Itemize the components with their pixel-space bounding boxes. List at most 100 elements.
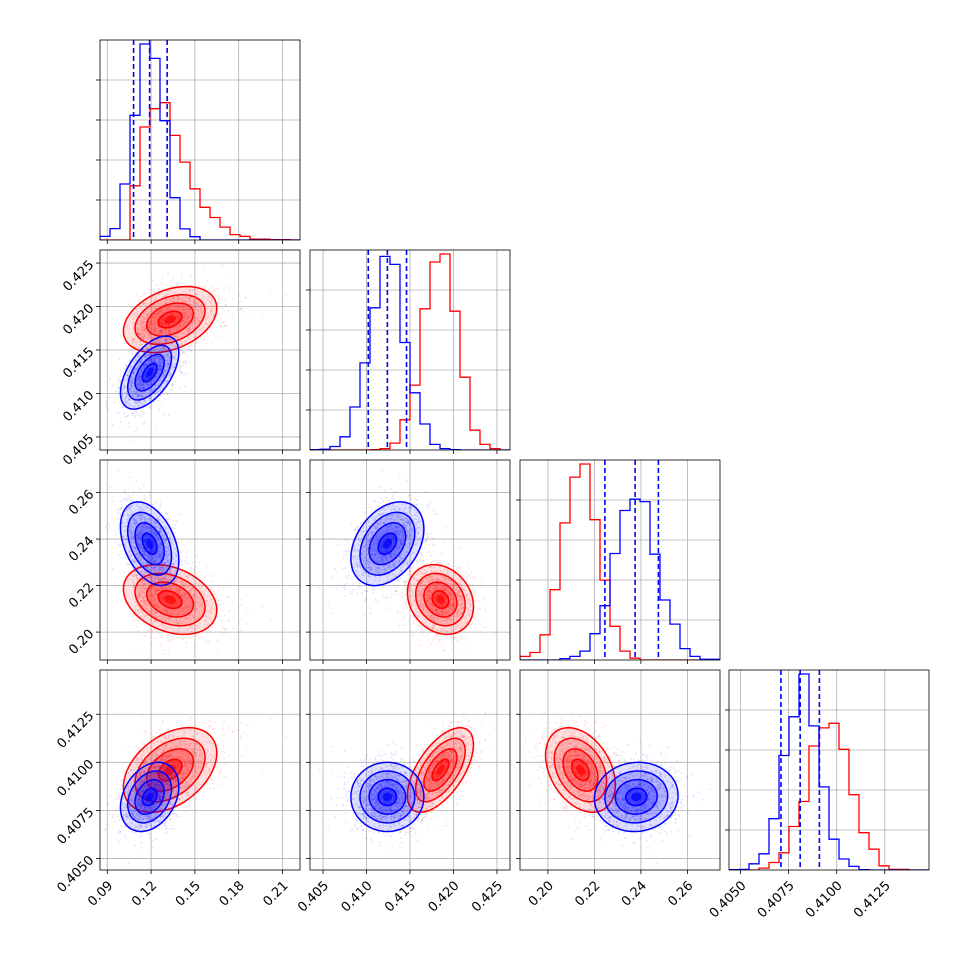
sample-point <box>196 571 199 573</box>
sample-point <box>237 590 240 592</box>
sample-point <box>174 533 177 535</box>
sample-point <box>224 304 227 306</box>
sample-point <box>240 308 243 310</box>
sample-point <box>133 391 136 393</box>
sample-point <box>142 320 145 322</box>
sample-point <box>182 308 184 311</box>
sample-point <box>112 500 115 502</box>
sample-point <box>144 635 147 638</box>
sample-point <box>153 325 156 328</box>
sample-point <box>135 650 138 652</box>
sample-point <box>162 315 165 318</box>
sample-point <box>188 329 190 332</box>
sample-point <box>154 317 156 320</box>
sample-point <box>187 327 190 330</box>
sample-point <box>133 322 136 324</box>
sample-point <box>152 279 154 282</box>
sample-point <box>168 328 171 331</box>
sample-point <box>190 314 193 317</box>
sample-point <box>136 341 139 343</box>
sample-point <box>183 351 185 354</box>
sample-point <box>217 589 220 592</box>
sample-point <box>184 300 187 303</box>
sample-point <box>134 414 136 417</box>
sample-point <box>176 329 179 331</box>
sample-point <box>150 338 153 340</box>
sample-point <box>152 328 155 330</box>
sample-point <box>122 387 125 390</box>
sample-point <box>178 324 181 327</box>
sample-point <box>149 312 152 315</box>
sample-point <box>171 301 174 303</box>
sample-point <box>148 326 151 329</box>
sample-point <box>175 350 178 352</box>
sample-point <box>148 328 151 331</box>
sample-point <box>148 354 151 357</box>
sample-point <box>135 625 138 628</box>
sample-point <box>173 304 176 307</box>
sample-point <box>158 311 161 313</box>
sample-point <box>151 323 154 326</box>
sample-point <box>156 288 159 291</box>
sample-point <box>132 370 135 373</box>
sample-point <box>146 299 148 302</box>
sample-point <box>245 297 248 299</box>
sample-point <box>185 290 188 293</box>
sample-point <box>160 321 163 324</box>
sample-point <box>178 324 181 327</box>
sample-point <box>244 622 247 624</box>
sample-point <box>129 348 132 350</box>
sample-point <box>181 304 183 307</box>
sample-point <box>177 319 179 322</box>
sample-point <box>141 387 144 390</box>
sample-point <box>167 306 170 309</box>
sample-point <box>181 638 183 640</box>
sample-point <box>119 375 122 378</box>
sample-point <box>128 396 130 399</box>
sample-point <box>135 342 137 345</box>
sample-point <box>178 297 181 299</box>
sample-point <box>202 285 205 288</box>
sample-point <box>190 348 192 351</box>
sample-point <box>189 296 192 299</box>
sample-point <box>129 398 132 401</box>
sample-point <box>154 355 156 358</box>
sample-point <box>216 640 219 642</box>
sample-point <box>141 321 144 324</box>
sample-point <box>139 333 142 336</box>
sample-point <box>174 337 177 340</box>
sample-point <box>136 330 139 333</box>
sample-point <box>139 361 141 363</box>
sample-point <box>144 379 147 381</box>
sample-point <box>146 331 149 334</box>
sample-point <box>135 315 138 318</box>
sample-point <box>117 394 119 396</box>
sample-point <box>140 360 143 362</box>
sample-point <box>193 314 196 317</box>
sample-point <box>150 358 153 361</box>
sample-point <box>154 328 156 330</box>
sample-point <box>153 317 156 320</box>
sample-point <box>152 503 154 506</box>
sample-point <box>225 325 228 328</box>
sample-point <box>184 314 186 317</box>
sample-point <box>205 305 208 308</box>
sample-point <box>132 341 135 343</box>
sample-point <box>215 287 218 290</box>
sample-point <box>187 320 189 322</box>
sample-point <box>155 317 158 319</box>
sample-point <box>175 353 178 356</box>
sample-point <box>186 308 189 311</box>
sample-point <box>138 372 140 375</box>
sample-point <box>210 305 213 307</box>
sample-point <box>160 318 163 321</box>
sample-point <box>145 339 148 342</box>
sample-point <box>160 322 163 325</box>
sample-point <box>141 315 144 318</box>
sample-point <box>150 366 153 369</box>
sample-point <box>153 329 155 332</box>
sample-point <box>111 567 114 570</box>
sample-point <box>140 381 143 384</box>
sample-point <box>162 318 165 321</box>
sample-point <box>159 314 162 317</box>
